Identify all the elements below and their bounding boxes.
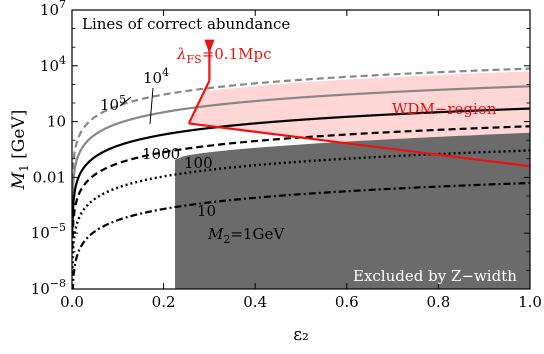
series-label: M2=1GeV (207, 225, 285, 246)
curve-series-2 (72, 107, 530, 232)
wdm-lower-boundary (188, 122, 530, 168)
y-tick-label: 10 (47, 113, 66, 131)
plot-frame (71, 9, 531, 290)
x-tick-label: 0.8 (426, 293, 450, 311)
excluded-region-fill (175, 132, 530, 289)
wdm-left-boundary (187, 80, 211, 124)
free-streaming-label: λFS=0.1Mpc (176, 45, 271, 66)
series-label: 100 (184, 154, 213, 172)
x-tick-label: 0.6 (335, 293, 359, 311)
y-tick-label: 10−5 (31, 221, 66, 242)
curve-series-0 (72, 67, 530, 192)
y-axis-title: M1 [GeV] (9, 110, 31, 191)
y-tick-label: 104 (40, 54, 66, 75)
wdm-region-label: WDM−region (392, 100, 497, 118)
x-tick-label: 0.0 (60, 293, 84, 311)
y-tick-label: 0.01 (33, 168, 66, 186)
y-tick-label: 107 (40, 0, 66, 19)
x-tick-label: 0.2 (152, 293, 176, 311)
free-streaming-arrow (204, 39, 215, 54)
label-leader-1e5 (119, 96, 132, 107)
excluded-region-label: Excluded by Z−width (353, 267, 517, 285)
series-label: 104 (143, 66, 169, 87)
curve-series-5 (72, 181, 530, 289)
curve-series-4 (72, 149, 530, 274)
y-tick-label: 10−8 (31, 277, 66, 298)
x-axis-title: ε₂ (293, 325, 309, 345)
label-leader-1e4 (149, 87, 154, 125)
series-label: 10 (197, 202, 216, 220)
curve-series-1 (72, 85, 530, 210)
chart-title: Lines of correct abundance (82, 15, 290, 33)
series-label: 105 (100, 93, 126, 114)
x-tick-label: 1.0 (518, 293, 542, 311)
series-label: 1000 (142, 145, 180, 163)
x-tick-label: 0.4 (243, 293, 267, 311)
